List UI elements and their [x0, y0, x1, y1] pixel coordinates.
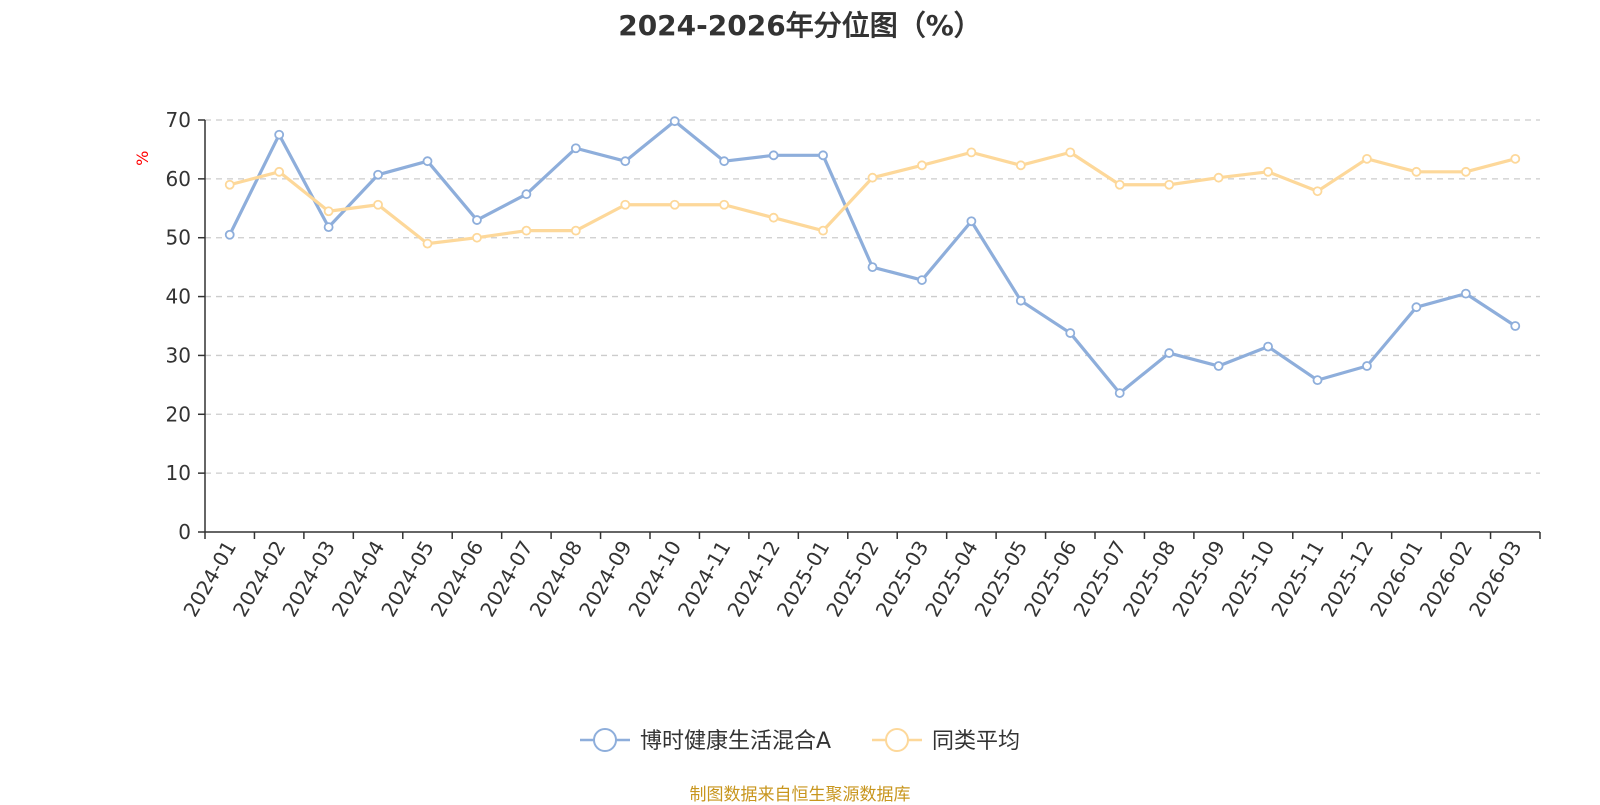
y-tick-label: 10: [166, 461, 191, 485]
data-point: [274, 129, 285, 140]
data-point: [818, 225, 828, 236]
legend-item[interactable]: 同类平均: [872, 728, 1020, 754]
data-point: [1312, 375, 1323, 386]
legend-label: 博时健康生活混合A: [640, 729, 831, 754]
data-point: [966, 216, 977, 227]
series-line: [229, 150, 1516, 246]
data-point: [1263, 166, 1273, 177]
data-point: [1411, 166, 1422, 177]
legend-item[interactable]: 博时健康生活混合A: [580, 728, 831, 754]
y-tick-label: 40: [166, 285, 191, 309]
data-point: [719, 156, 730, 167]
data-point: [966, 147, 977, 158]
data-point: [669, 199, 680, 210]
data-point: [1015, 160, 1026, 171]
data-point: [1362, 361, 1372, 371]
data-point: [620, 156, 631, 167]
data-point: [1065, 147, 1076, 158]
data-point: [1510, 321, 1521, 331]
data-point: [570, 225, 581, 236]
data-point: [867, 262, 878, 273]
data-point: [1114, 388, 1125, 398]
data-point: [274, 166, 285, 177]
data-point: [1015, 295, 1026, 306]
chart-title: 2024-2026年分位图（%）: [618, 9, 982, 42]
data-point: [422, 156, 433, 167]
data-point: [224, 229, 235, 240]
data-point: [768, 150, 779, 161]
data-point: [472, 232, 482, 243]
y-axis-label: %: [133, 151, 152, 166]
legend-marker-icon: [593, 728, 617, 752]
data-point: [1114, 179, 1125, 190]
data-point: [570, 143, 581, 154]
legend-label: 同类平均: [932, 729, 1020, 754]
data-point: [818, 150, 828, 161]
source-note: 制图数据来自恒生聚源数据库: [689, 785, 911, 805]
data-point: [1065, 328, 1076, 338]
y-tick-label: 0: [178, 520, 191, 544]
data-point: [768, 212, 779, 223]
y-tick-label: 30: [166, 343, 191, 367]
data-point: [917, 275, 927, 285]
data-point: [1460, 288, 1471, 299]
data-point: [422, 238, 433, 249]
y-tick-label: 70: [166, 108, 191, 132]
grid-lines: [205, 119, 1540, 474]
data-point: [1312, 186, 1323, 197]
data-point: [472, 215, 482, 225]
data-point: [224, 179, 235, 190]
series-lines: [224, 116, 1521, 398]
data-point: [1213, 361, 1224, 371]
data-point: [373, 199, 383, 210]
legend-marker-icon: [885, 728, 909, 752]
data-point: [1411, 302, 1422, 313]
series-line: [228, 119, 1517, 395]
data-point: [1263, 341, 1273, 352]
data-point: [1213, 172, 1224, 183]
y-tick-label: 20: [166, 402, 191, 426]
data-point: [719, 199, 730, 210]
data-point: [1510, 153, 1521, 164]
data-point: [1164, 179, 1175, 190]
data-point: [521, 225, 532, 236]
legend[interactable]: 博时健康生活混合A 同类平均: [580, 728, 1020, 754]
data-point: [867, 172, 878, 183]
data-point: [373, 169, 383, 180]
data-point: [323, 206, 334, 217]
data-point: [669, 116, 680, 127]
data-point: [620, 199, 631, 210]
data-point: [1362, 153, 1372, 164]
data-point: [323, 222, 334, 233]
data-point: [521, 189, 532, 200]
y-tick-label: 60: [166, 167, 191, 191]
data-point: [1460, 166, 1471, 177]
data-point: [1164, 348, 1175, 358]
y-tick-label: 50: [166, 226, 191, 250]
data-point: [917, 160, 927, 171]
